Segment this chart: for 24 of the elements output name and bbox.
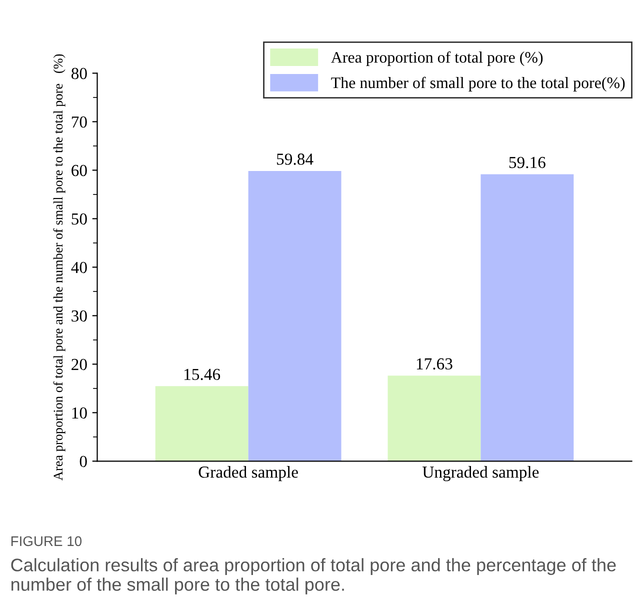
x-tick-label: Ungraded sample — [422, 466, 539, 482]
y-tick-label: 30 — [72, 310, 87, 322]
x-tick-label: Graded sample — [198, 466, 298, 482]
y-tick-label: 70 — [72, 116, 87, 128]
data-label: 15.46 — [184, 368, 220, 380]
y-tick-label: 80 — [71, 68, 87, 80]
y-axis-title: Area proportion of total pore and the number of small pore to the total pore (%) — [53, 54, 66, 480]
bar — [388, 376, 481, 462]
caption: FIGURE 10 — [11, 536, 82, 546]
y-tick-label: 0 — [80, 456, 87, 468]
data-label: 59.16 — [509, 156, 546, 168]
y-tick-label: 40 — [71, 262, 87, 274]
bar — [155, 386, 248, 462]
y-tick-label: 50 — [72, 213, 87, 225]
text: Calculation results of area proportion of total pore and the percentage of the number of the small pore to the total pore. — [11, 558, 616, 594]
y-tick-label: 60 — [72, 164, 87, 176]
y-tick-label: 20 — [72, 358, 87, 370]
data-label: 17.63 — [416, 358, 452, 370]
bar — [480, 174, 574, 462]
bar — [248, 170, 342, 462]
legend-label: Area proportion of total pore (%) — [331, 51, 543, 66]
data-label: 59.84 — [277, 154, 314, 165]
y-tick-label: 10 — [72, 407, 87, 419]
legend-label: The number of small pore to the total pore(%) — [331, 76, 625, 92]
